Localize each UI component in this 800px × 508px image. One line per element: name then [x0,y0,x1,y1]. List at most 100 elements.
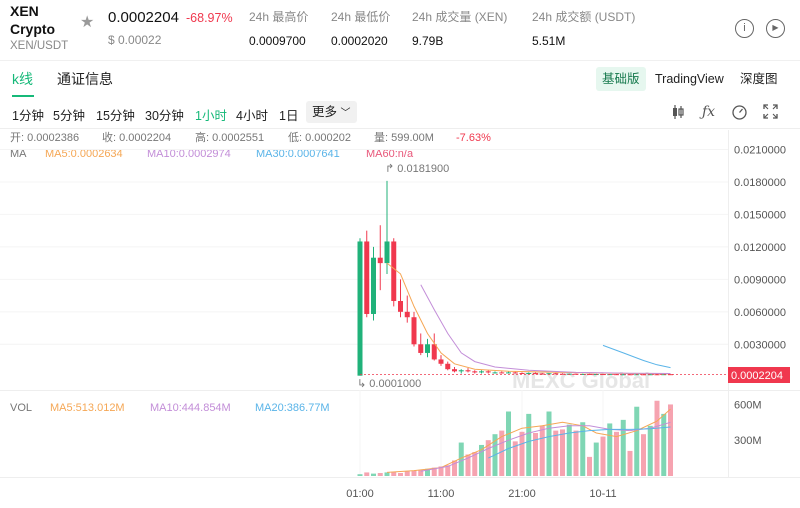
last-price-tag-text: 0.0002204 [731,370,783,382]
ma30-legend: MA30:0.0007641 [256,148,340,160]
stat-label: 24h 最低价 [331,10,391,24]
candle-body [391,241,397,301]
volume-bar [593,442,599,476]
stat-24h-high: 24h 最高价 0.0009700 [249,9,308,49]
candle-body [647,374,653,376]
more-intervals-dropdown[interactable]: 更多 ﹀ [306,101,357,123]
candle-body [364,241,370,314]
fullscreen-icon[interactable] [763,104,778,122]
interval-1m[interactable]: 1分钟 [12,109,44,123]
volume-bar [614,431,619,476]
ohlc-low: 低: 0.000202 [288,131,351,144]
volume-bar [560,429,565,476]
chevron-down-icon: ﹀ [340,108,351,119]
interval-4h[interactable]: 4小时 [236,109,268,123]
volume-bar [654,400,660,476]
stat-24h-turnover: 24h 成交额 (USDT) 5.51M [532,9,635,49]
vol-ma10-legend: MA10:444.854M [150,402,231,414]
tab-kline[interactable]: k线 [12,71,33,87]
volume-bar [573,430,579,476]
tab-token-info[interactable]: 通证信息 [57,71,113,87]
volume-bar [371,473,376,476]
candle-body [357,241,363,376]
last-price-tag [728,367,790,383]
volume-bar [546,411,552,476]
candle-body [553,373,559,375]
volume-bar [526,413,532,476]
vol-ma5-line [386,408,671,473]
ohlc-high: 高: 0.0002551 [195,130,264,144]
volume-bar [587,456,592,476]
volume-bar [398,473,403,476]
vol-ma20-line [488,426,671,459]
volume-bar [553,430,559,476]
stat-label: 24h 成交额 (USDT) [532,10,636,24]
time-tick-label: 11:00 [428,488,455,500]
candle-body [641,374,646,376]
candle-body [512,372,518,374]
info-icon[interactable]: i [735,19,754,38]
volume-bar [377,473,383,476]
volume-bar [620,419,626,476]
candle-body [620,374,626,376]
volume-tick-label: 600M [734,399,762,411]
interval-5m[interactable]: 5分钟 [53,109,85,123]
vol-legend-label: VOL [10,402,32,414]
candle-type-icon[interactable] [671,104,685,123]
candle-body [600,374,606,376]
volume-bar [600,436,606,476]
play-icon[interactable]: ▶ [766,19,785,38]
candle-body [546,373,552,375]
volume-bar [668,404,673,476]
price-tick-label: 0.0030000 [734,339,786,351]
stat-value: 5.51M [532,34,566,48]
time-tick-label: 10-11 [589,488,616,500]
price-change: -68.97% [186,11,233,25]
favorite-star-icon[interactable]: ★ [80,14,95,31]
candle-body [668,374,673,376]
stat-value: 0.0009700 [249,34,306,48]
interval-15m[interactable]: 15分钟 [96,109,135,123]
volume-bar [539,425,545,476]
view-depth-button[interactable]: 深度图 [740,72,778,86]
volume-bar [519,431,525,476]
candle-body [492,372,498,374]
view-basic-button[interactable]: 基础版 [596,67,646,91]
chart-tabs: k线 通证信息 基础版 TradingView 深度图 [0,60,800,97]
volume-bar [364,472,370,476]
stat-24h-low: 24h 最低价 0.0002020 [331,9,390,49]
interval-1d[interactable]: 1日 [279,109,299,123]
interval-30m[interactable]: 30分钟 [145,109,184,123]
max-price-label: ↱ 0.0181900 [385,163,449,175]
chart-canvas[interactable]: 开: 0.0002386 收: 0.0002204 高: 0.0002551 低… [0,128,800,508]
tab-active-indicator [12,95,34,97]
candles [357,180,673,376]
min-price-label: ↳ 0.0001000 [357,378,421,390]
more-label: 更多 [312,105,338,119]
candle-body [411,317,417,345]
volume-axis-ticks: 600M 300M [734,399,762,447]
ohlc-close: 收: 0.0002204 [102,130,171,144]
view-tradingview-button[interactable]: TradingView [655,72,724,86]
price-tick-label: 0.0210000 [734,144,786,156]
stat-value: 9.79B [412,34,444,48]
price-axis-ticks: 0.0210000 0.0180000 0.0150000 0.0120000 0.00… [734,144,786,351]
ma10-legend: MA10:0.0002974 [147,148,231,160]
last-price: 0.0002204 [108,9,179,26]
candle-body [418,344,424,353]
symbol-name-line2: Crypto [10,21,56,37]
volume-bar [647,425,653,476]
max-price-value: 0.0181900 [397,163,449,175]
usd-price: $ 0.00022 [108,33,162,47]
gauge-icon[interactable] [731,104,748,123]
indicator-fx-icon[interactable]: ƒx [702,104,716,120]
interval-1h[interactable]: 1小时 [195,109,227,123]
volume-bar [391,471,397,476]
candle-body [485,371,491,373]
candle-body [526,372,532,374]
stat-label: 24h 成交量 (XEN) [412,10,508,24]
volume-bar [438,466,444,476]
vol-ma5-legend: MA5:513.012M [50,402,125,414]
time-tick-label: 01:00 [346,488,374,500]
kline-chart[interactable]: 开: 0.0002386 收: 0.0002204 高: 0.0002551 低… [0,128,800,508]
